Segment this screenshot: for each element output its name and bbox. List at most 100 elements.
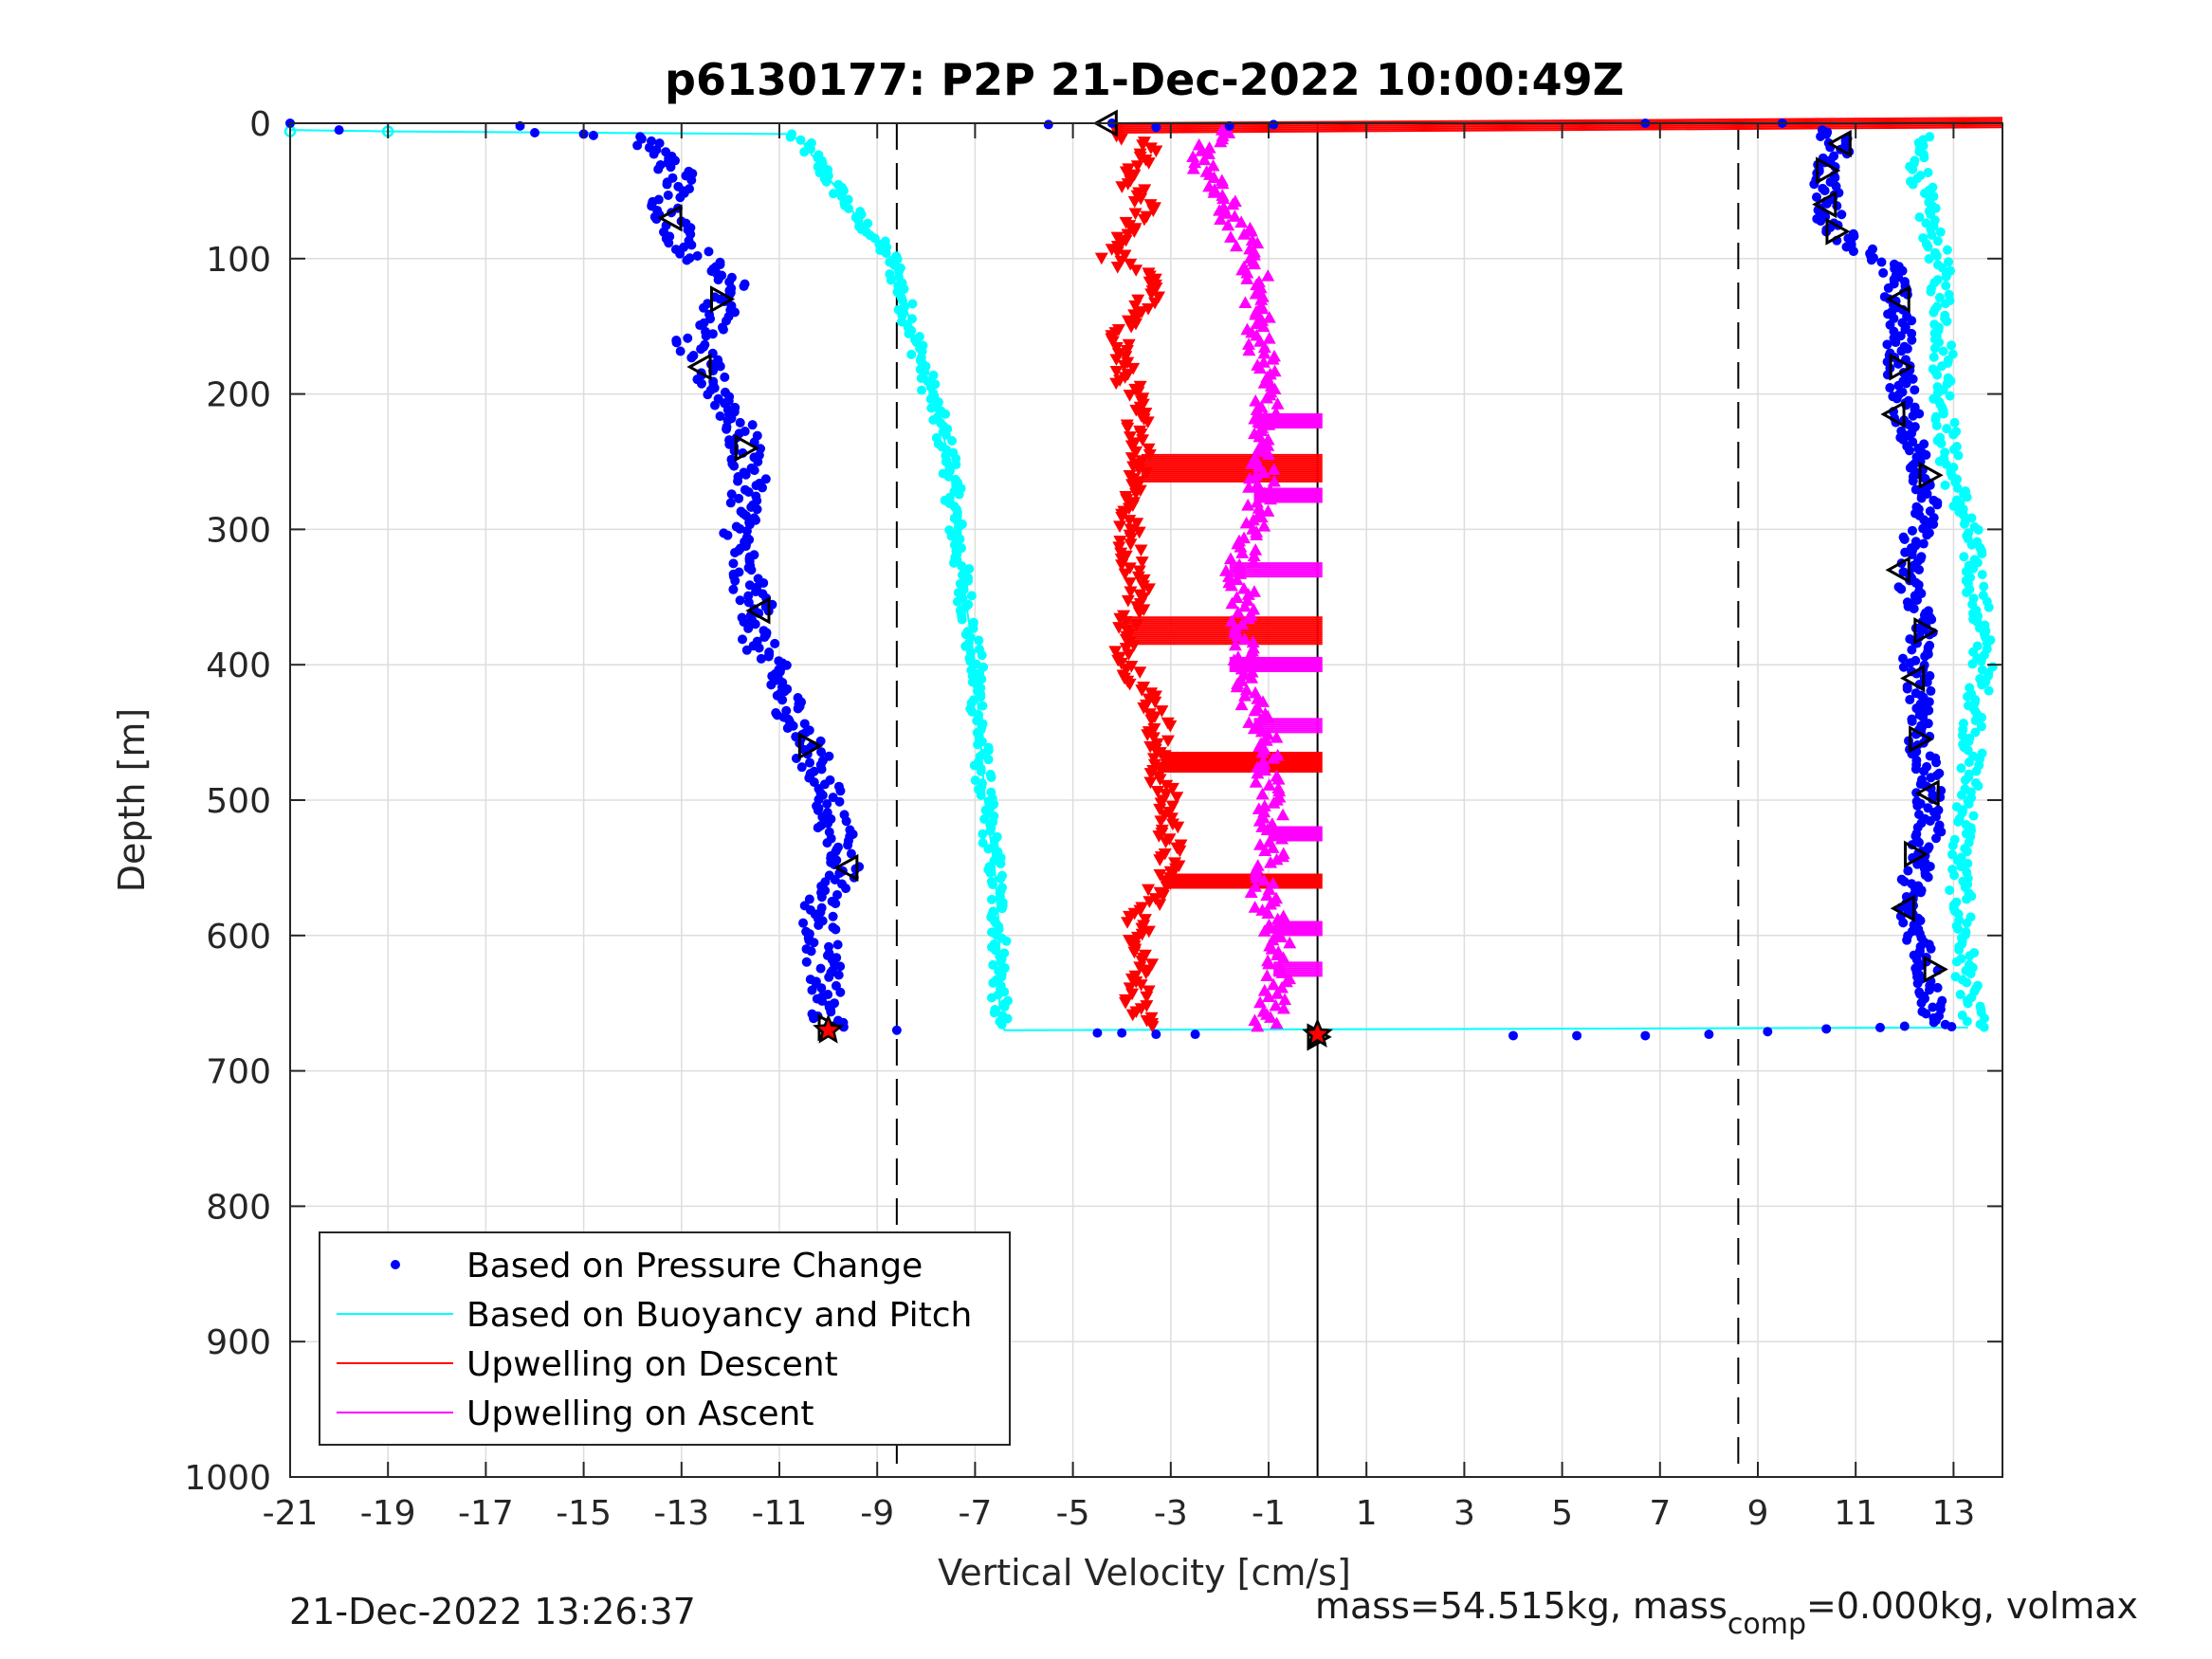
pressure-point-descent (728, 558, 739, 569)
pressure-point-descent (754, 643, 764, 653)
section-marker-triangle (797, 732, 824, 760)
x-tick-label: -15 (556, 1494, 612, 1533)
ascent-triangle (1264, 1011, 1278, 1023)
pressure-point-descent (722, 424, 732, 434)
pressure-point-ascent (1899, 534, 1910, 544)
descent-triangle (1159, 836, 1173, 848)
buoyancy-point-ascent (1926, 286, 1936, 297)
pressure-point-ascent (1901, 378, 1911, 389)
descent-triangle (1142, 583, 1156, 595)
ascent-triangle (1245, 671, 1259, 684)
ascent-triangle (1248, 703, 1262, 717)
pressure-point-descent (841, 816, 851, 827)
pressure-point-ascent (1918, 712, 1929, 722)
pressure-point-descent (796, 762, 807, 773)
section-marker-triangle (734, 434, 759, 463)
section-marker-triangle (833, 853, 859, 882)
pressure-point-descent (741, 645, 752, 655)
pressure-point-descent (809, 1013, 819, 1024)
buoyancy-point-descent (863, 218, 873, 228)
buoyancy-point-descent (941, 409, 951, 419)
descent-triangle (1165, 782, 1179, 795)
descent-triangle (1109, 354, 1124, 367)
descent-triangle (1121, 917, 1135, 929)
pressure-point-ascent (1866, 255, 1876, 265)
pressure-point-transition (1092, 1028, 1103, 1038)
buoyancy-point-descent (985, 867, 996, 878)
ascent-triangle (1267, 796, 1281, 809)
pressure-point-descent (696, 344, 706, 355)
descent-triangle (1124, 452, 1139, 465)
buoyancy-point-ascent (1940, 480, 1950, 490)
ascent-triangle (1250, 870, 1264, 884)
pressure-point-descent (666, 162, 676, 173)
section-marker-triangle (745, 596, 771, 625)
ascent-triangle (1229, 239, 1243, 252)
legend-box (319, 1231, 1011, 1446)
pressure-point-descent (815, 963, 826, 974)
descent-triangle (1121, 594, 1135, 608)
y-tick-label: 0 (249, 105, 271, 144)
pressure-point-descent (720, 372, 730, 382)
pressure-point-transition (1763, 1027, 1773, 1037)
ascent-triangle (1242, 337, 1256, 350)
buoyancy-point-ascent (1942, 245, 1952, 255)
buoyancy-point-descent (974, 635, 984, 646)
descent-triangle (1125, 1009, 1140, 1022)
ascent-triangle (1255, 745, 1270, 758)
pressure-point-descent (701, 331, 711, 341)
pressure-point-descent (695, 320, 705, 331)
ascent-triangle (1270, 1016, 1284, 1030)
buoyancy-point-ascent (1957, 730, 1967, 740)
pressure-point-transition (334, 125, 344, 136)
descent-triangle (1123, 678, 1137, 691)
pressure-point-descent (830, 874, 840, 884)
pressure-point-descent (756, 653, 766, 664)
buoyancy-point-ascent (1962, 918, 1972, 928)
axis-ticks: -21 -19 -17 -15 -13 -11 -9 -7 -5 -3 -1 1 3 5 7 9 11 13010… (184, 105, 2002, 1533)
descent-triangle (1109, 377, 1124, 391)
legend-label: Upwelling on Ascent (466, 1395, 814, 1433)
buoyancy-point-ascent (1956, 763, 1966, 774)
pressure-point-descent (713, 275, 723, 285)
ascent-triangle (1249, 775, 1263, 788)
buoyancy-point-ascent (1973, 781, 1983, 792)
ascent-triangle (1249, 543, 1263, 556)
buoyancy-point-ascent (1947, 340, 1957, 351)
pressure-point-ascent (1932, 982, 1943, 993)
pressure-point-ascent (1927, 614, 1937, 625)
pressure-point-descent (726, 489, 737, 500)
ascent-triangle (1260, 823, 1274, 836)
ascent-triangle (1243, 471, 1257, 484)
ascent-triangle (1262, 418, 1276, 430)
pressure-point-descent (777, 695, 788, 705)
pressure-point-transition (1640, 1030, 1651, 1041)
section-marker-triangle (1889, 353, 1914, 381)
x-axis-label: Vertical Velocity [cm/s] (938, 1552, 1351, 1594)
section-marker-triangle (1914, 779, 1940, 808)
buoyancy-point-ascent (1931, 250, 1942, 261)
pressure-point-descent (770, 638, 780, 648)
buoyancy-point-ascent (1962, 894, 1972, 904)
pressure-point-descent (804, 894, 814, 904)
descent-triangle (1123, 577, 1137, 590)
ascent-triangle (1269, 406, 1283, 419)
ascent-triangle (1261, 906, 1275, 919)
buoyancy-point-ascent (1964, 798, 1974, 809)
buoyancy-point-ascent (1948, 501, 1959, 511)
buoyancy-point-ascent (1962, 847, 1972, 857)
descent-band-line (1111, 122, 2003, 130)
pressure-point-descent (722, 530, 733, 540)
descent-triangle (1110, 262, 1124, 274)
pressure-point-ascent (1878, 267, 1889, 278)
buoyancy-point-descent (999, 1001, 1010, 1012)
pressure-point-descent (703, 390, 713, 400)
buoyancy-point-ascent (1936, 438, 1947, 448)
pressure-point-ascent (1921, 1009, 1931, 1019)
legend-label: Based on Buoyancy and Pitch (466, 1296, 972, 1335)
ascent-triangle (1253, 995, 1268, 1009)
y-tick-label: 300 (206, 511, 271, 550)
buoyancy-point-ascent (1929, 307, 1939, 318)
pressure-point-transition (1899, 1021, 1910, 1031)
buoyancy-point-ascent (1963, 691, 1973, 702)
